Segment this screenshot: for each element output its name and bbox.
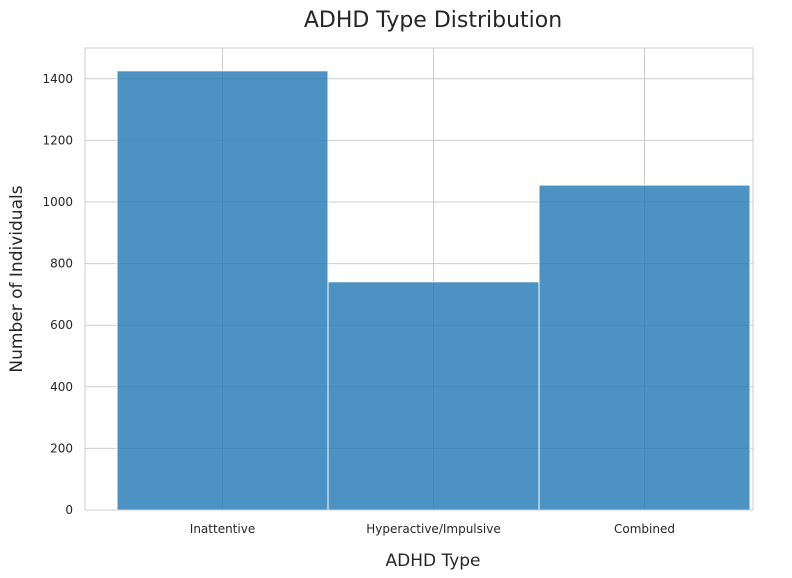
y-tick-labels: 0 200 400 600 800 1000 1200 1400	[42, 72, 73, 517]
y-tick-label: 600	[50, 318, 73, 332]
bar-hyperactive-impulsive	[327, 281, 540, 511]
plot-frame	[84, 47, 754, 511]
y-tick-label: 0	[65, 503, 73, 517]
bar-inattentive	[116, 70, 329, 511]
y-axis-label: Number of Individuals	[7, 185, 27, 372]
y-tick-label: 1200	[42, 133, 73, 147]
x-axis-label: ADHD Type	[385, 551, 480, 571]
bars-layer	[116, 70, 751, 511]
x-tick-label: Combined	[614, 522, 675, 536]
x-tick-label: Hyperactive/Impulsive	[366, 522, 500, 536]
x-tick-label: Inattentive	[190, 522, 255, 536]
chart-title: ADHD Type Distribution	[304, 8, 562, 33]
bar-combined	[538, 184, 751, 511]
y-tick-label: 1400	[42, 72, 73, 86]
y-tick-label: 200	[50, 441, 73, 455]
y-tick-label: 400	[50, 380, 73, 394]
y-tick-label: 1000	[42, 195, 73, 209]
x-tick-labels: Inattentive Hyperactive/Impulsive Combined	[190, 522, 675, 536]
y-tick-label: 800	[50, 257, 73, 271]
